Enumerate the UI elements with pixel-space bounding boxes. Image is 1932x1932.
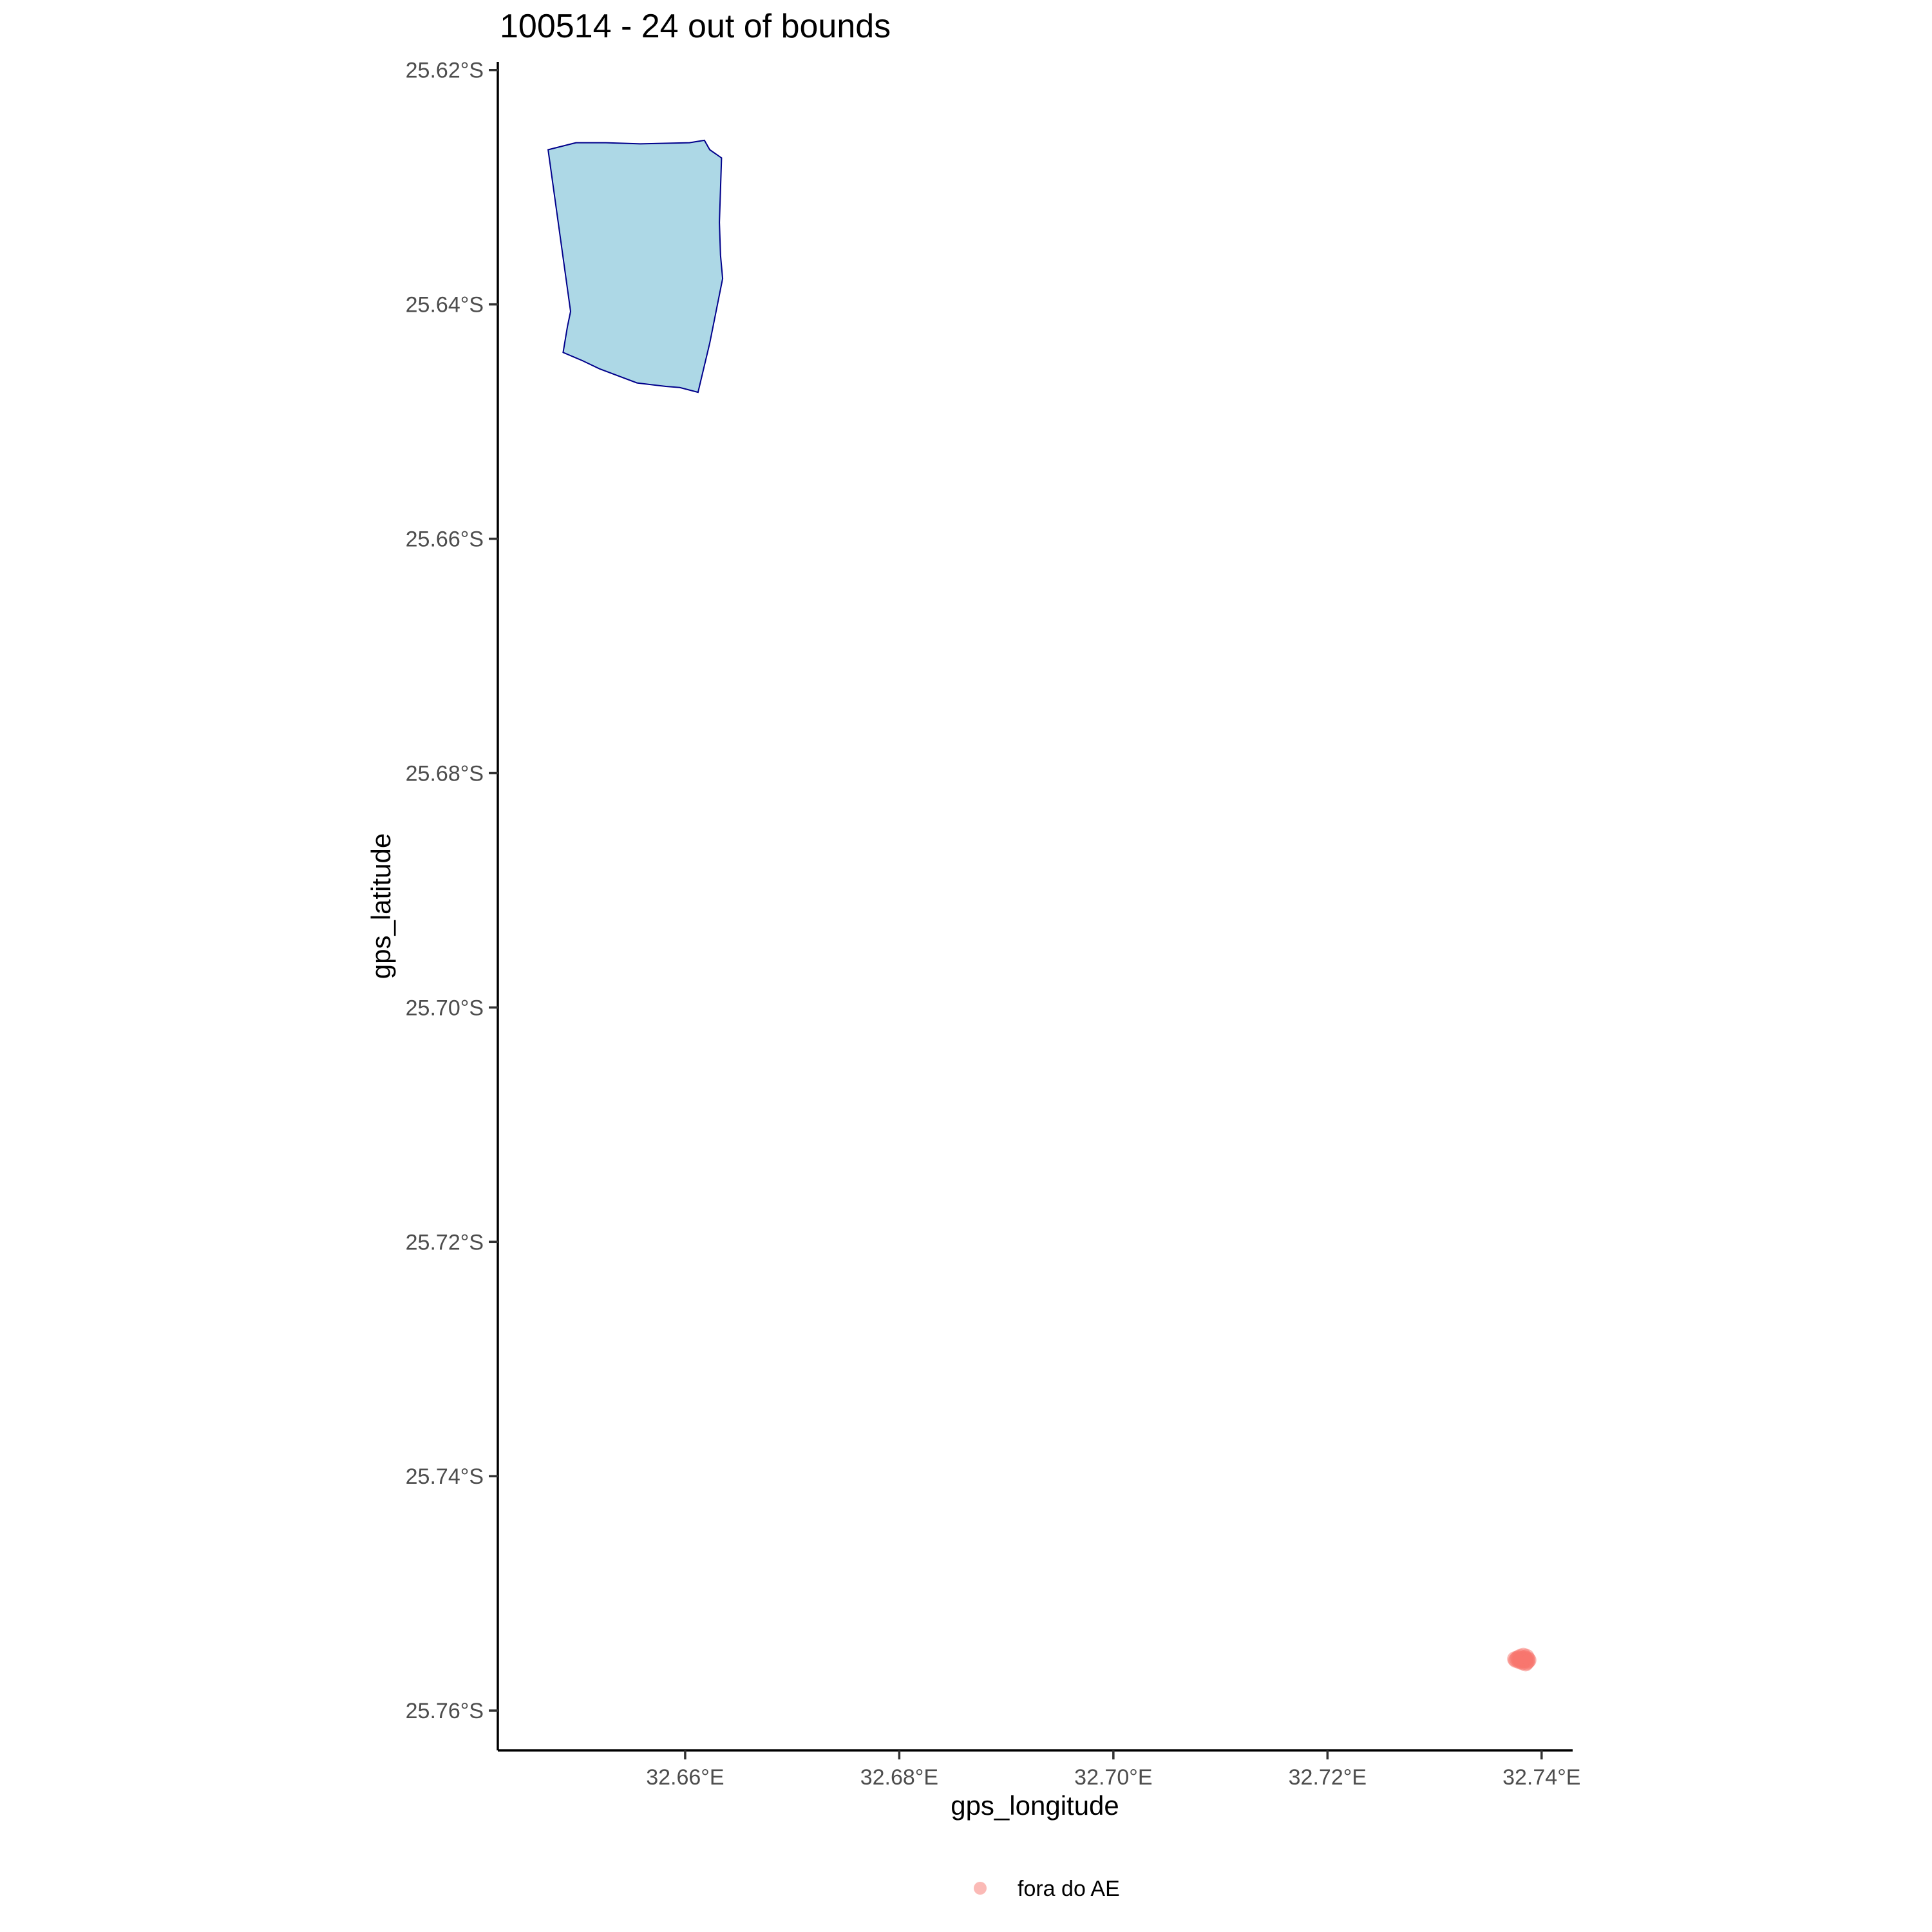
x-tick-label: 32.72°E — [1289, 1765, 1367, 1790]
y-tick-label: 25.68°S — [406, 761, 484, 786]
x-tick-label: 32.68°E — [860, 1765, 938, 1790]
chart-title: 100514 - 24 out of bounds — [500, 8, 891, 45]
y-tick-label: 25.70°S — [406, 996, 484, 1020]
x-tick-label: 32.74°E — [1502, 1765, 1580, 1790]
y-axis-ticks: 25.62°S 25.64°S 25.66°S 25.68°S 25.70°S 25.72… — [406, 59, 498, 1723]
study-area-layer — [547, 139, 724, 393]
y-axis-title: gps_latitude — [366, 833, 396, 980]
legend: fora do AE — [974, 1877, 1120, 1901]
x-axis-title: gps_longitude — [951, 1790, 1119, 1821]
y-tick-label: 25.74°S — [406, 1464, 484, 1489]
x-axis-ticks: 32.66°E 32.68°E 32.70°E 32.72°E 32.74°E — [646, 1750, 1580, 1790]
x-tick-label: 32.70°E — [1074, 1765, 1152, 1790]
y-tick-label: 25.64°S — [406, 293, 484, 317]
data-point — [1517, 1652, 1533, 1668]
y-tick-label: 25.62°S — [406, 59, 484, 83]
legend-label-fora-do-ae: fora do AE — [1018, 1877, 1120, 1901]
y-tick-label: 25.66°S — [406, 527, 484, 552]
points-layer — [1507, 1647, 1537, 1672]
study-area-polygon — [547, 139, 724, 393]
y-tick-label: 25.76°S — [406, 1699, 484, 1723]
legend-key-fora-do-ae — [974, 1882, 987, 1895]
y-tick-label: 25.72°S — [406, 1230, 484, 1255]
x-tick-label: 32.66°E — [646, 1765, 724, 1790]
